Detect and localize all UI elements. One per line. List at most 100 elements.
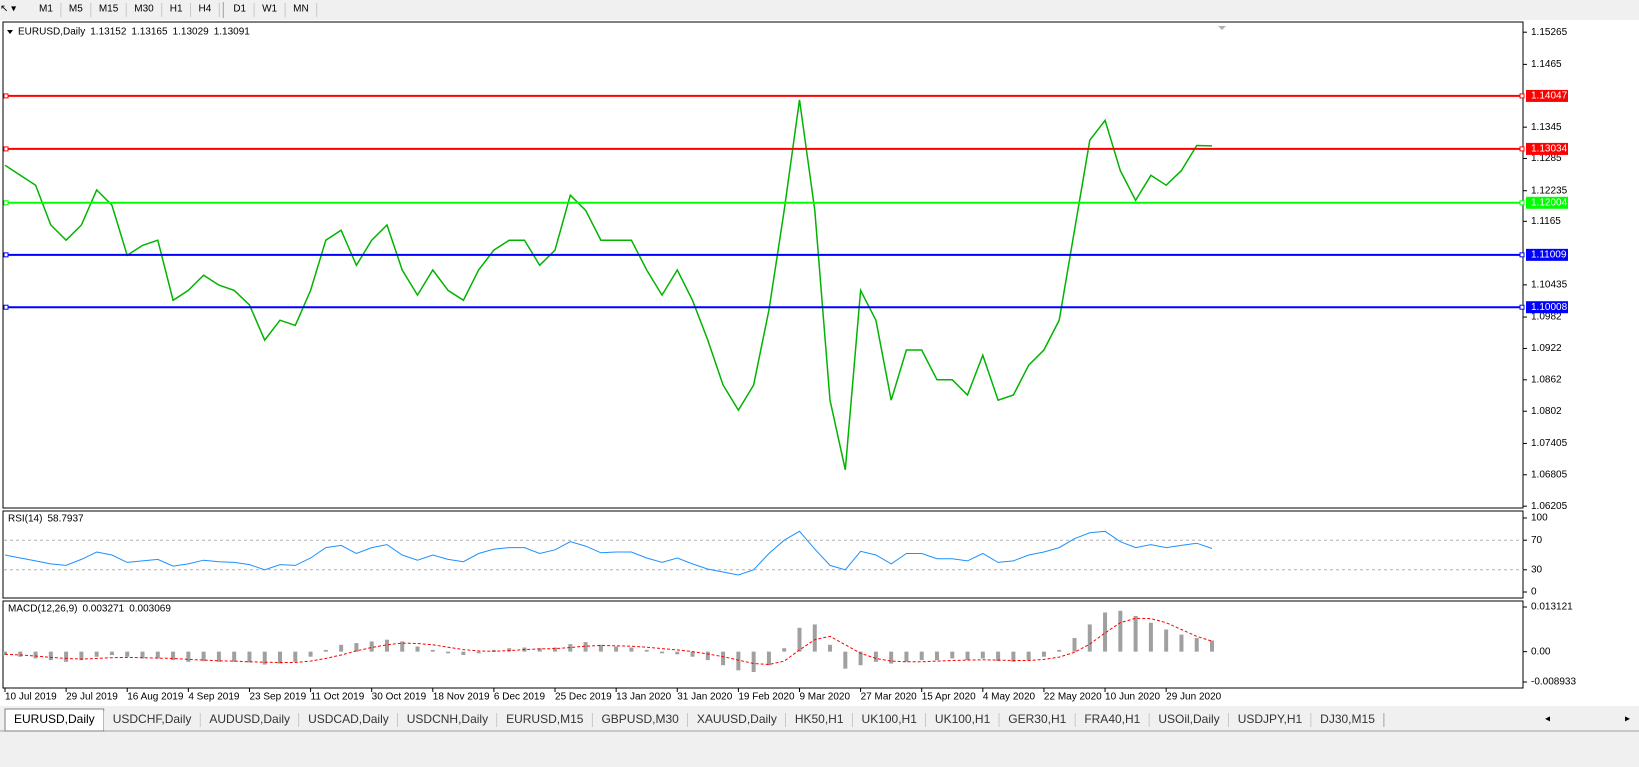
y-tick-label: 1.0862 bbox=[1531, 374, 1562, 385]
x-tick-label: 6 Dec 2019 bbox=[494, 692, 546, 703]
x-tick-label: 18 Nov 2019 bbox=[433, 692, 490, 703]
tab[interactable] bbox=[200, 711, 300, 730]
macd-bar bbox=[491, 649, 496, 652]
timeframe-button[interactable]: W1 bbox=[262, 4, 277, 15]
macd-bar bbox=[705, 651, 710, 661]
macd-bar bbox=[797, 627, 802, 652]
tab-label[interactable]: XAUUSD,Daily bbox=[697, 712, 777, 726]
tab[interactable] bbox=[397, 711, 498, 730]
level-label-box bbox=[1526, 142, 1568, 155]
tab-label[interactable]: USDCNH,Daily bbox=[407, 712, 488, 726]
timeframe-button[interactable]: M5 bbox=[69, 4, 83, 15]
macd-bar bbox=[430, 649, 435, 652]
macd-bar bbox=[965, 651, 970, 661]
level-handle bbox=[3, 146, 9, 152]
chart-window bbox=[0, 20, 1639, 706]
indicator-header: EURUSD,Daily bbox=[18, 27, 85, 38]
macd-bar bbox=[354, 643, 359, 652]
timeframe-button[interactable]: H1 bbox=[170, 4, 183, 15]
tab[interactable] bbox=[687, 711, 786, 730]
tab[interactable] bbox=[1075, 711, 1150, 730]
tab-label[interactable]: UK100,H1 bbox=[862, 712, 918, 726]
x-tick-label: 10 Jun 2020 bbox=[1105, 692, 1160, 703]
timeframe-button[interactable]: M30 bbox=[134, 4, 154, 15]
level-handle bbox=[1519, 252, 1525, 258]
tab-label[interactable]: USDCAD,Daily bbox=[308, 712, 389, 726]
tab-label[interactable]: USDJPY,H1 bbox=[1238, 712, 1303, 726]
tab-label[interactable]: DJ30,M15 bbox=[1320, 712, 1375, 726]
y-tick-label: 0.013121 bbox=[1531, 602, 1573, 613]
macd-bar bbox=[1133, 615, 1138, 652]
tab[interactable] bbox=[592, 711, 688, 730]
macd-bar bbox=[1057, 649, 1062, 652]
macd-bar bbox=[125, 651, 130, 657]
tab-scroll-right[interactable]: ▸ bbox=[1625, 714, 1630, 725]
timeframe-button[interactable]: MN bbox=[293, 4, 309, 15]
macd-bar bbox=[415, 646, 420, 652]
tab-label[interactable]: HK50,H1 bbox=[795, 712, 844, 726]
macd-bar bbox=[553, 647, 558, 652]
timeframe-button[interactable]: H4 bbox=[199, 4, 212, 15]
x-tick-label: 4 Sep 2019 bbox=[188, 692, 240, 703]
macd-bar bbox=[1179, 634, 1184, 652]
level-label: 1.14047 bbox=[1531, 91, 1568, 102]
macd-bar bbox=[18, 651, 23, 657]
tab-scroll-left[interactable]: ◂ bbox=[1545, 714, 1550, 725]
tab[interactable] bbox=[1149, 711, 1229, 730]
y-tick-label: -0.008933 bbox=[1531, 677, 1576, 688]
tab[interactable] bbox=[1311, 711, 1384, 730]
macd-bar bbox=[3, 651, 7, 656]
tab[interactable] bbox=[1228, 711, 1312, 730]
tab[interactable] bbox=[999, 711, 1076, 730]
macd-bar bbox=[461, 651, 466, 656]
tab[interactable] bbox=[299, 711, 398, 730]
timeframe-button[interactable]: D1 bbox=[233, 4, 246, 15]
timeframe-button[interactable]: M15 bbox=[99, 4, 119, 15]
macd-bar bbox=[537, 648, 542, 652]
macd-bar bbox=[1041, 651, 1046, 657]
collapse-icon[interactable] bbox=[7, 30, 13, 34]
y-tick-label: 30 bbox=[1531, 564, 1543, 575]
macd-bar bbox=[889, 651, 894, 664]
tab-label[interactable]: GBPUSD,M30 bbox=[601, 712, 679, 726]
tab-label[interactable]: AUDUSD,Daily bbox=[209, 712, 290, 726]
macd-bar bbox=[155, 651, 160, 659]
tab[interactable] bbox=[497, 711, 593, 730]
tab[interactable] bbox=[785, 711, 853, 730]
y-tick-label: 1.10435 bbox=[1531, 280, 1568, 291]
x-tick-label: 11 Oct 2019 bbox=[311, 692, 365, 703]
macd-bar bbox=[507, 648, 512, 652]
indicator-header: MACD(12,26,9) bbox=[8, 604, 77, 615]
tab[interactable] bbox=[852, 711, 926, 730]
tab[interactable] bbox=[925, 711, 1000, 730]
tab-label[interactable]: GER30,H1 bbox=[1008, 712, 1066, 726]
tab-label[interactable]: EURUSD,M15 bbox=[506, 712, 584, 726]
macd-bar bbox=[48, 651, 53, 661]
macd-bar bbox=[1072, 638, 1077, 652]
macd-bar bbox=[1164, 629, 1169, 652]
tab[interactable] bbox=[103, 711, 201, 730]
tab-label[interactable]: UK100,H1 bbox=[935, 712, 991, 726]
x-tick-label: 27 Mar 2020 bbox=[861, 692, 918, 703]
y-tick-label: 1.12235 bbox=[1531, 185, 1568, 196]
macd-bar bbox=[812, 624, 817, 652]
x-tick-label: 29 Jun 2020 bbox=[1166, 692, 1221, 703]
macd-bar bbox=[659, 651, 664, 654]
tab-label[interactable]: EURUSD,Daily bbox=[14, 712, 95, 726]
x-tick-label: 19 Feb 2020 bbox=[738, 692, 795, 703]
macd-bar bbox=[721, 651, 726, 666]
macd-bar bbox=[262, 651, 267, 665]
toolbar-dropdown: ↖ ▾ bbox=[0, 4, 16, 15]
macd-bar bbox=[323, 649, 328, 652]
macd-bar bbox=[79, 651, 84, 661]
tab-label[interactable]: USDCHF,Daily bbox=[113, 712, 192, 726]
y-tick-label: 1.0802 bbox=[1531, 406, 1562, 417]
level-handle bbox=[1519, 304, 1525, 310]
macd-bar bbox=[782, 648, 787, 652]
timeframe-button[interactable]: M1 bbox=[39, 4, 53, 15]
macd-bar bbox=[1087, 624, 1092, 652]
macd-bar bbox=[278, 651, 283, 664]
tab-label[interactable]: FRA40,H1 bbox=[1084, 712, 1140, 726]
tab-label[interactable]: USOil,Daily bbox=[1158, 712, 1219, 726]
